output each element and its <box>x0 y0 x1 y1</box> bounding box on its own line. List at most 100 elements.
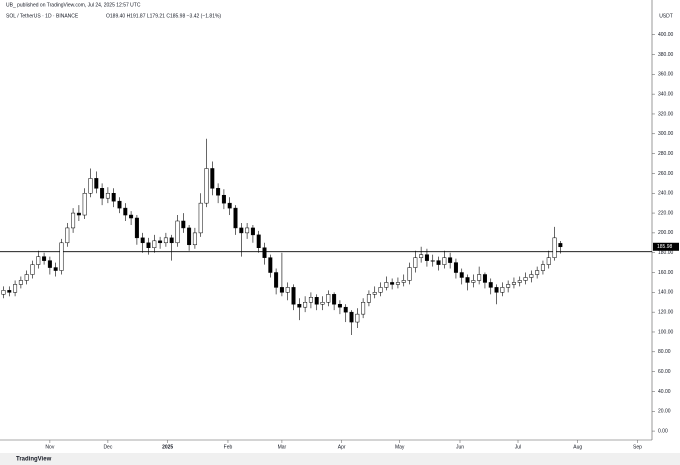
candle-body <box>529 274 534 278</box>
candle-body <box>192 232 197 246</box>
candle-body <box>436 260 441 265</box>
candle-body <box>94 178 99 189</box>
candle-body <box>361 302 366 315</box>
candle-body <box>540 264 545 271</box>
candle-body <box>448 257 453 263</box>
candle-body <box>146 242 151 248</box>
candle-body <box>326 294 331 303</box>
last-price-box <box>653 242 679 251</box>
candle-body <box>262 247 267 258</box>
y-tick-label: 380.00 <box>658 52 674 58</box>
y-tick-label: 60.00 <box>658 369 671 375</box>
ohlc: O189.40 H191.87 L179.21 C185.98 −3.42 (−… <box>106 13 221 19</box>
candle-body <box>482 274 487 283</box>
candle-body <box>506 284 511 288</box>
symbol: SOL / TetherUS · 1D · BINANCE <box>6 13 79 19</box>
candle-body <box>453 262 458 273</box>
y-tick-label: 120.00 <box>658 309 674 315</box>
y-tick-label: 220.00 <box>658 210 674 216</box>
candle-body <box>140 237 145 244</box>
candle-body <box>465 277 470 283</box>
candle-body <box>152 240 157 248</box>
candle-body <box>216 188 221 196</box>
candle-body <box>71 212 76 229</box>
x-tick-label: May <box>395 444 405 450</box>
y-tick-label: 340.00 <box>658 91 674 97</box>
candle-body <box>105 192 110 199</box>
candle-body <box>134 217 139 239</box>
candle-body <box>413 257 418 268</box>
x-tick-label: Jun <box>456 444 464 450</box>
y-tick-label: 40.00 <box>658 389 671 395</box>
candle-body <box>65 227 70 244</box>
candle-body <box>1 290 6 295</box>
candle-body <box>471 280 476 283</box>
candle-body <box>500 287 505 293</box>
candle-body <box>477 274 482 281</box>
currency: USDT <box>659 13 673 19</box>
published: UB_ published on TradingView.com, Jul 24… <box>6 2 141 8</box>
x-tick-label: 2025 <box>162 444 173 450</box>
candle-body <box>198 202 203 234</box>
y-tick-label: 80.00 <box>658 349 671 355</box>
candle-body <box>285 287 290 293</box>
candle-body <box>100 188 105 199</box>
y-tick-label: 20.00 <box>658 409 671 415</box>
candle-body <box>245 227 250 234</box>
candle-body <box>24 274 29 281</box>
candle-body <box>47 260 52 268</box>
candle-body <box>378 287 383 293</box>
x-tick-label: Mar <box>278 444 287 450</box>
y-tick-label: 320.00 <box>658 111 674 117</box>
candle-body <box>268 257 273 273</box>
candle-body <box>546 257 551 265</box>
y-tick-label: 200.00 <box>658 230 674 236</box>
y-tick-label: 180.00 <box>658 250 674 256</box>
candle-body <box>372 292 377 295</box>
candle-body <box>442 257 447 265</box>
candle-body <box>210 168 215 189</box>
x-tick-label: Jul <box>515 444 521 450</box>
x-tick-label: Dec <box>103 444 112 450</box>
y-tick-label: 360.00 <box>658 72 674 78</box>
candle-body <box>250 227 255 236</box>
candle-body <box>424 254 429 261</box>
candle-body <box>82 192 87 216</box>
candle-body <box>129 214 134 219</box>
y-tick-label: 400.00 <box>658 32 674 38</box>
candle-body <box>488 282 493 288</box>
candle-body <box>227 202 232 209</box>
y-tick-label: 140.00 <box>658 290 674 296</box>
candle-body <box>535 270 540 275</box>
y-tick-label: 300.00 <box>658 131 674 137</box>
candle-body <box>320 302 325 305</box>
candle-body <box>117 200 122 209</box>
candle-body <box>123 207 128 216</box>
candle-body <box>314 297 319 305</box>
x-tick-label: Feb <box>224 444 233 450</box>
candle-body <box>517 280 522 283</box>
candle-body <box>291 287 296 305</box>
candle-body <box>239 227 244 234</box>
candle-body <box>59 242 64 271</box>
candle-body <box>30 264 35 275</box>
candle-body <box>430 260 435 262</box>
candle-body <box>384 282 389 288</box>
y-tick-label: 240.00 <box>658 191 674 197</box>
candle-body <box>36 256 41 265</box>
candle-body <box>297 303 302 308</box>
candle-body <box>343 306 348 313</box>
candle-body <box>558 243 563 248</box>
y-tick-label: 280.00 <box>658 151 674 157</box>
candle-body <box>88 178 93 194</box>
candle-body <box>337 303 342 308</box>
candle-body <box>459 272 464 278</box>
candle-body <box>233 207 238 229</box>
candle-body <box>42 256 47 261</box>
footer-bar <box>0 453 680 465</box>
y-tick-label: 160.00 <box>658 270 674 276</box>
candle-body <box>163 237 168 244</box>
